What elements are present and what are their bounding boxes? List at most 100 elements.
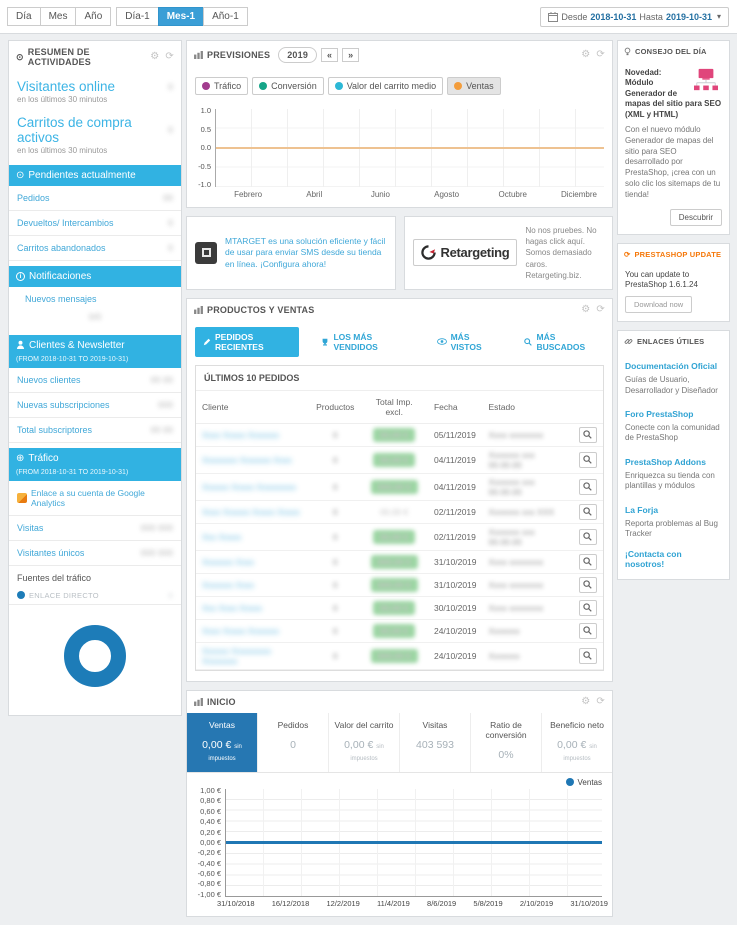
stat-tile[interactable]: Pedidos 0 bbox=[258, 712, 329, 772]
gear-icon[interactable]: ⚙ bbox=[581, 695, 591, 707]
traffic-row-link[interactable]: Visitantes únicos bbox=[17, 548, 85, 558]
tab-mas-buscados[interactable]: MÁS BUSCADOS bbox=[516, 327, 604, 357]
link-item-title[interactable]: Documentación Oficial bbox=[625, 361, 718, 372]
forecast-x-axis: Febrero Abril Junio Agosto Octubre Diciembre bbox=[187, 187, 612, 207]
tab-pedidos-recientes[interactable]: PEDIDOS RECIENTES bbox=[195, 326, 300, 357]
period-button[interactable]: Mes-1 bbox=[157, 7, 205, 26]
stat-tile[interactable]: Valor del carrito 0,00 € sin impuestos bbox=[329, 712, 400, 772]
traffic-donut-chart bbox=[64, 625, 126, 687]
order-client-link[interactable]: Xxx Xxxxx bbox=[202, 531, 242, 542]
order-client-link[interactable]: Xxxxxxx Xxxx bbox=[202, 579, 254, 590]
visitors-online-label: Visitantes online bbox=[17, 79, 116, 94]
forecast-prev-button[interactable]: « bbox=[321, 48, 339, 62]
order-status: Xxxxxxx xxx XXX bbox=[488, 506, 555, 517]
traffic-row-link[interactable]: Visitas bbox=[17, 523, 44, 533]
retargeting-text-2: Somos demasiado caros. Retargeting.biz. bbox=[525, 248, 592, 280]
order-details-button[interactable] bbox=[578, 647, 597, 664]
download-now-button[interactable]: Download now bbox=[625, 296, 693, 314]
x-tick-label: Junio bbox=[370, 190, 390, 199]
forecast-legend-toggle[interactable]: Valor del carrito medio bbox=[327, 77, 444, 95]
order-date: 05/11/2019 bbox=[427, 423, 483, 447]
x-tick-label: 12/2/2019 bbox=[326, 898, 360, 908]
refresh-icon[interactable]: ⟳ bbox=[165, 51, 174, 62]
order-status: Xxxxxxx xxx 00.00.00 bbox=[488, 449, 535, 470]
pending-row-link[interactable]: Devueltos/ Intercambios bbox=[17, 218, 114, 228]
tab-los-mas-vendidos[interactable]: LOS MÁS VENDIDOS bbox=[313, 327, 414, 357]
period-button[interactable]: Día-1 bbox=[116, 7, 159, 26]
traffic-list: Visitas 000 000 Visitantes únicos 000 000 bbox=[9, 516, 181, 566]
home-legend-label: Ventas bbox=[577, 777, 602, 787]
order-details-button[interactable] bbox=[578, 426, 597, 443]
order-details-button[interactable] bbox=[578, 478, 597, 495]
pending-list: Pedidos 00 Devueltos/ Intercambios 0 Carri… bbox=[9, 186, 181, 261]
pending-row-link[interactable]: Carritos abandonados bbox=[17, 243, 106, 253]
stat-tile[interactable]: Visitas 403 593 bbox=[400, 712, 471, 772]
col-fecha: Fecha bbox=[427, 390, 483, 424]
retargeting-logo: Retargeting bbox=[412, 239, 518, 267]
order-client-link[interactable]: Xxxxxxxx Xxxxxxx Xxxx bbox=[202, 454, 292, 465]
search-icon bbox=[524, 338, 533, 346]
date-range-picker[interactable]: Desde 2018-10-31 Hasta 2019-10-31 ▾ bbox=[540, 6, 729, 27]
order-products-count: 0 bbox=[332, 650, 338, 661]
period-button[interactable]: Día bbox=[7, 7, 41, 26]
gear-icon[interactable]: ⚙ bbox=[150, 51, 160, 62]
order-client-link[interactable]: Xxxxxx Xxxxx Xxxxxxxxx bbox=[202, 481, 296, 492]
order-details-button[interactable] bbox=[578, 503, 597, 520]
order-total: 000,00 € bbox=[370, 648, 418, 663]
date-to-value: 2019-10-31 bbox=[665, 11, 712, 22]
order-client-link[interactable]: Xxx Xxxx Xxxxx bbox=[202, 602, 262, 613]
forecast-next-button[interactable]: » bbox=[342, 48, 360, 62]
period-button[interactable]: Año bbox=[75, 7, 112, 26]
link-item-title[interactable]: Foro PrestaShop bbox=[625, 409, 694, 420]
forecast-legend-toggle[interactable]: Tráfico bbox=[195, 77, 249, 95]
order-details-button[interactable] bbox=[578, 451, 597, 468]
order-client-link[interactable]: Xxxxxxx Xxxx bbox=[202, 556, 254, 567]
order-details-button[interactable] bbox=[578, 622, 597, 639]
discover-button[interactable]: Descubrir bbox=[669, 208, 722, 226]
new-messages-link[interactable]: Nuevos mensajes bbox=[25, 294, 97, 304]
link-item: Documentación Oficial Guías de Usuario, … bbox=[618, 356, 729, 396]
x-tick-label: 5/8/2019 bbox=[473, 898, 503, 908]
link-item-title[interactable]: La Forja bbox=[625, 504, 659, 515]
tab-mas-vistos[interactable]: MÁS VISTOS bbox=[429, 327, 503, 357]
stat-label: Visitas bbox=[422, 719, 448, 730]
refresh-icon[interactable]: ⟳ bbox=[596, 303, 605, 315]
order-client-link[interactable]: Xxxx Xxxxx Xxxxxxx bbox=[202, 429, 279, 440]
pending-row: Pedidos 00 bbox=[9, 186, 181, 211]
customers-row-link[interactable]: Total subscriptores bbox=[17, 425, 93, 435]
forecast-legend-toggle[interactable]: Conversión bbox=[252, 77, 324, 95]
stat-tile[interactable]: Beneficio neto 0,00 € sin impuestos bbox=[542, 713, 612, 772]
pending-row-link[interactable]: Pedidos bbox=[17, 193, 50, 203]
period-button[interactable]: Año-1 bbox=[203, 7, 248, 26]
order-client-link[interactable]: Xxxx Xxxxxx Xxxxx Xxxxx bbox=[202, 506, 300, 517]
order-details-button[interactable] bbox=[578, 528, 597, 545]
customers-row-link[interactable]: Nuevos clientes bbox=[17, 375, 81, 385]
period-button[interactable]: Mes bbox=[39, 7, 77, 26]
order-status: Xxxx xxxxxxxx bbox=[488, 579, 544, 590]
order-details-button[interactable] bbox=[578, 599, 597, 616]
refresh-icon[interactable]: ⟳ bbox=[596, 49, 605, 60]
new-messages-value: 0/0 bbox=[88, 312, 102, 322]
contact-us-link[interactable]: ¡Contacta con nosotros! bbox=[625, 549, 682, 570]
link-item-title[interactable]: PrestaShop Addons bbox=[625, 456, 706, 467]
traffic-row-value: 000 000 bbox=[140, 523, 173, 533]
gear-icon[interactable]: ⚙ bbox=[581, 49, 591, 60]
order-products-count: 0 bbox=[332, 454, 338, 465]
stat-tile[interactable]: Ratio de conversión 0% bbox=[471, 712, 542, 772]
order-details-button[interactable] bbox=[578, 553, 597, 570]
order-details-button[interactable] bbox=[578, 576, 597, 593]
mtarget-link[interactable]: MTARGET es una solución eficiente y fáci… bbox=[225, 235, 386, 269]
forecast-legend-toggle[interactable]: Ventas bbox=[447, 77, 501, 95]
retargeting-banner: Retargeting No nos pruebes. No hagas cli… bbox=[403, 216, 613, 290]
google-analytics-link[interactable]: Enlace a su cuenta de Google Analytics bbox=[9, 481, 181, 516]
order-client-link[interactable]: Xxxxxx Xxxxxxxxx Xxxxxxxx bbox=[202, 645, 271, 666]
refresh-icon[interactable]: ⟳ bbox=[596, 695, 605, 707]
stat-tile[interactable]: Ventas 0,00 € sin impuestos bbox=[187, 712, 258, 772]
order-client-link[interactable]: Xxxx Xxxxx Xxxxxxx bbox=[202, 625, 279, 636]
links-panel-header: ENLACES ÚTILES bbox=[618, 331, 729, 352]
customers-row-link[interactable]: Nuevas subscripciones bbox=[17, 400, 110, 410]
gear-icon[interactable]: ⚙ bbox=[581, 303, 591, 315]
retargeting-text-1: No nos pruebes. No hagas click aquí. bbox=[525, 226, 597, 247]
order-row: Xxxxxx Xxxxxxxxx Xxxxxxxx 0 000,00 € 24/… bbox=[196, 642, 603, 670]
order-status: Xxxx xxxxxxxx bbox=[488, 429, 544, 440]
